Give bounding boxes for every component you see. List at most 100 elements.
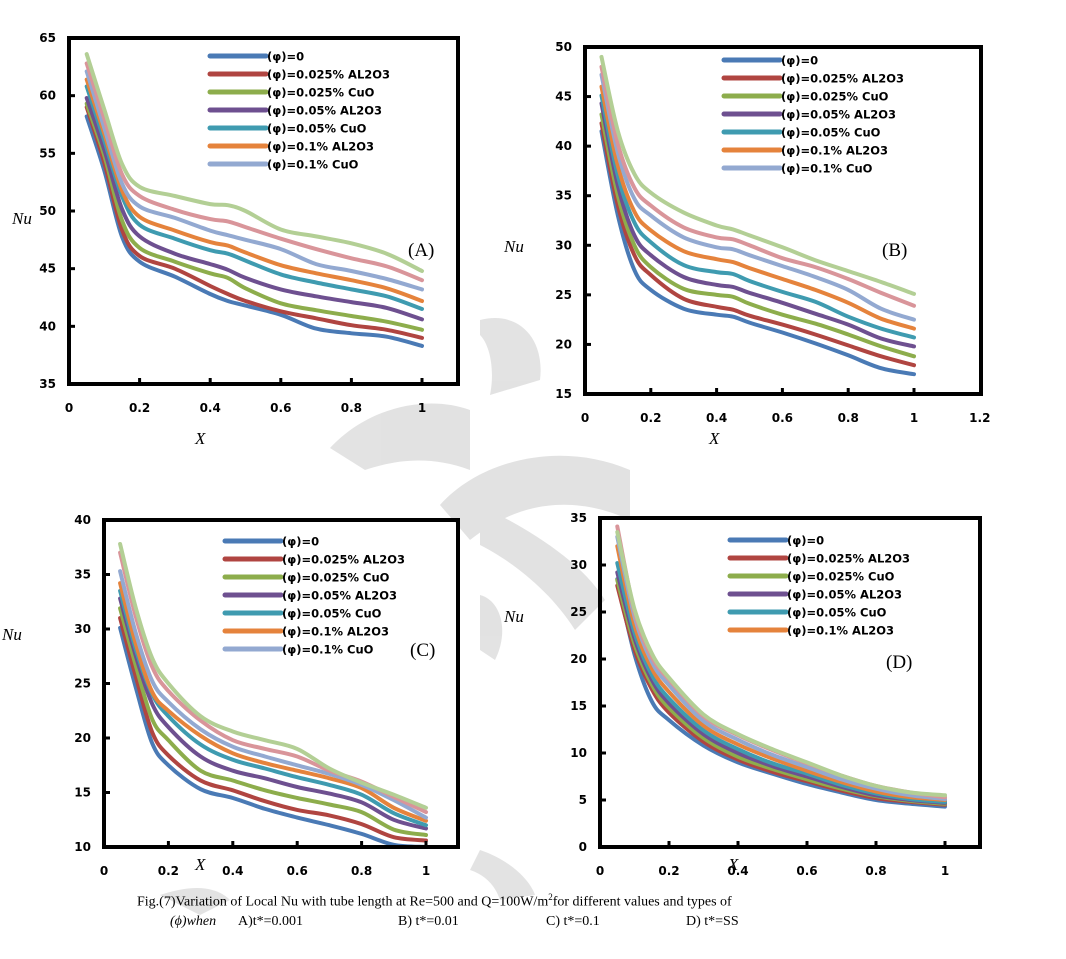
series-line-4 — [599, 93, 916, 340]
x-tick-label: 0.4 — [706, 411, 727, 425]
legend-label: (φ)=0.05% CuO — [267, 122, 367, 136]
chart-b: 15 20 25 30 35 40 45 50 0 0.2 0.4 0.6 0.8 1 1.2 Nu X (B) (… — [503, 40, 990, 448]
x-axis-label: X — [194, 429, 206, 448]
legend: (φ)=0 (φ)=0.025% AL2O3 (φ)=0.025% CuO (φ)=0… — [727, 534, 910, 638]
caption-b: B) t*=0.01 — [398, 914, 459, 929]
series-line-1 — [84, 105, 424, 340]
series-lines — [84, 52, 424, 348]
x-tick-label: 0.2 — [158, 864, 179, 878]
y-axis: 10 15 20 25 30 35 40 — [74, 513, 110, 854]
series-line-2 — [84, 101, 424, 332]
y-axis: 35 40 45 50 55 60 65 — [39, 31, 75, 391]
legend-label: (φ)=0.025% CuO — [282, 571, 390, 585]
series-line-8 — [118, 542, 428, 810]
x-tick-label: 0.2 — [129, 401, 150, 415]
series-lines — [118, 542, 428, 849]
watermark-stroke-5 — [480, 595, 503, 660]
series-line-5 — [615, 544, 947, 802]
y-tick-label: 15 — [74, 786, 91, 800]
watermark — [160, 318, 630, 915]
x-tick-label: 0.4 — [200, 401, 221, 415]
legend-label: (φ)=0 — [787, 534, 824, 548]
x-tick-label: 0.8 — [341, 401, 362, 415]
watermark-stroke-2 — [480, 318, 541, 395]
y-axis-label: Nu — [503, 607, 524, 626]
panel-label: (B) — [882, 240, 907, 261]
legend-label: (φ)=0.1% AL2O3 — [781, 144, 888, 158]
caption-d: D) t*=SS — [686, 914, 739, 929]
x-tick-label: 0.6 — [270, 401, 291, 415]
y-tick-label: 15 — [570, 699, 587, 713]
series-line-1 — [599, 121, 916, 368]
x-tick-label: 0 — [65, 401, 73, 415]
legend-label: (φ)=0.025% AL2O3 — [282, 553, 405, 567]
legend: (φ)=0 (φ)=0.025% AL2O3 (φ)=0.025% CuO (φ)=0… — [721, 54, 904, 176]
legend-label: (φ)=0.1% AL2O3 — [267, 140, 374, 154]
y-tick-label: 25 — [555, 288, 572, 302]
x-tick-label: 0.6 — [796, 864, 817, 878]
y-axis-label: Nu — [1, 625, 22, 644]
y-tick-label: 45 — [555, 90, 572, 104]
legend: (φ)=0 (φ)=0.025% AL2O3 (φ)=0.025% CuO (φ)=0… — [207, 50, 390, 172]
x-tick-label: 0.2 — [658, 864, 679, 878]
legend-label: (φ)=0 — [282, 535, 319, 549]
caption-text: Fig.(7)Variation of Local Nu with tube l… — [137, 894, 549, 910]
y-tick-label: 30 — [74, 622, 91, 636]
watermark-stroke-4 — [480, 505, 605, 630]
x-tick-label: 1 — [422, 864, 430, 878]
y-tick-label: 25 — [570, 605, 587, 619]
y-tick-label: 45 — [39, 262, 56, 276]
y-tick-label: 20 — [555, 337, 572, 351]
series-line-5 — [599, 84, 916, 331]
x-tick-label: 0.4 — [727, 864, 748, 878]
y-tick-label: 10 — [74, 840, 91, 854]
legend-label: (φ)=0.05% AL2O3 — [282, 589, 397, 603]
y-tick-label: 25 — [74, 677, 91, 691]
panel-label: (D) — [886, 652, 912, 673]
series-line-3 — [599, 101, 916, 349]
watermark-stroke-6 — [470, 850, 535, 900]
legend-label: (φ)=0.05% CuO — [787, 606, 887, 620]
watermark-stroke-7 — [160, 888, 230, 915]
x-tick-label: 0.6 — [772, 411, 793, 425]
caption-a: A)t*=0.001 — [238, 914, 304, 929]
watermark-stroke-1 — [330, 403, 470, 470]
x-tick-label: 1 — [418, 401, 426, 415]
y-axis: 15 20 25 30 35 40 45 50 — [555, 40, 591, 401]
legend-label: (φ)=0.05% AL2O3 — [267, 104, 382, 118]
caption-c: C) t*=0.1 — [546, 914, 600, 929]
x-tick-label: 0.4 — [222, 864, 243, 878]
y-tick-label: 0 — [579, 840, 587, 854]
x-tick-label: 0.8 — [865, 864, 886, 878]
y-tick-label: 65 — [39, 31, 56, 45]
y-tick-label: 40 — [555, 139, 572, 153]
y-tick-label: 5 — [579, 793, 587, 807]
y-tick-label: 35 — [74, 568, 91, 582]
series-line-5 — [84, 77, 424, 303]
x-axis-label: X — [194, 855, 206, 874]
y-tick-label: 35 — [570, 511, 587, 525]
series-line-0 — [118, 625, 428, 849]
legend-label: (φ)=0.025% AL2O3 — [267, 68, 390, 82]
y-axis: 0 5 10 15 20 25 30 35 — [570, 511, 606, 854]
legend-label: (φ)=0.05% CuO — [781, 126, 881, 140]
series-line-5 — [118, 581, 428, 823]
legend-label: (φ)=0.1% AL2O3 — [787, 624, 894, 638]
series-line-7 — [599, 64, 916, 308]
x-tick-label: 1.2 — [969, 411, 990, 425]
y-axis-label: Nu — [11, 209, 32, 228]
y-tick-label: 55 — [39, 146, 56, 160]
series-line-2 — [599, 112, 916, 359]
legend-label: (φ)=0.05% CuO — [282, 607, 382, 621]
plot-frame — [598, 516, 982, 849]
x-axis: 0 0.2 0.4 0.6 0.8 1 — [100, 841, 430, 878]
series-line-0 — [84, 114, 424, 348]
y-tick-label: 30 — [570, 558, 587, 572]
y-tick-label: 60 — [39, 89, 56, 103]
x-axis: 0 0.2 0.4 0.6 0.8 1 — [65, 378, 426, 415]
x-tick-label: 1 — [941, 864, 949, 878]
y-tick-label: 35 — [555, 189, 572, 203]
